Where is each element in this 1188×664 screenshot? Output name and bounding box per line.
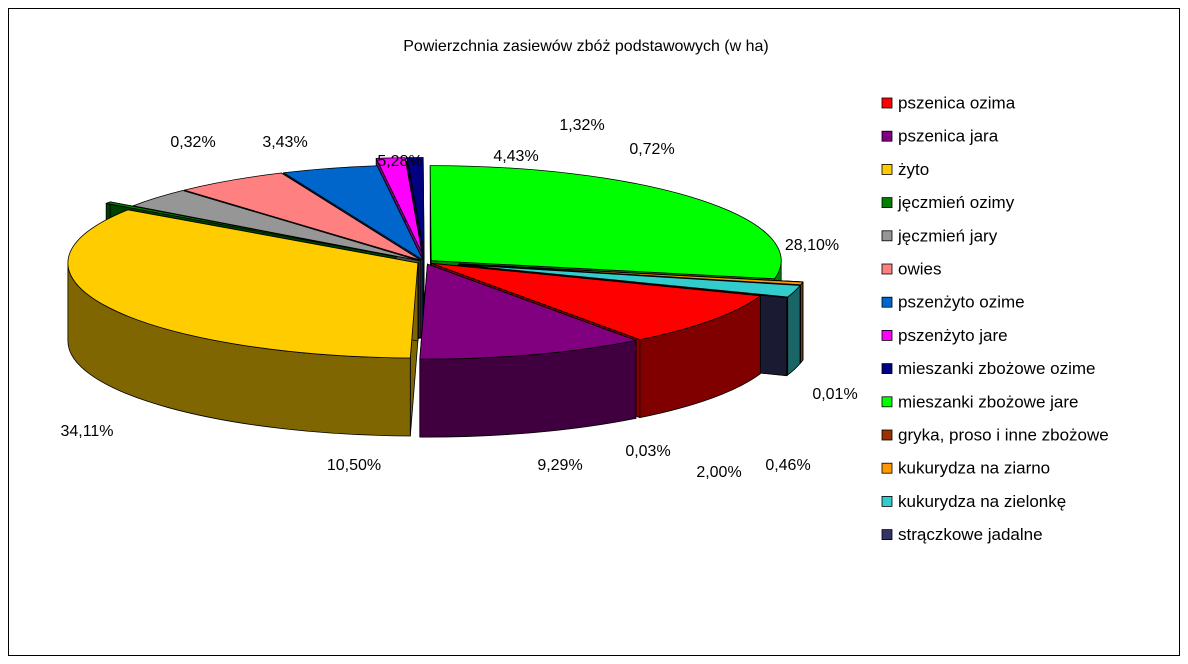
- slice: [429, 165, 782, 280]
- legend-label: kukurydza na ziarno: [898, 459, 1050, 478]
- slice: [458, 263, 804, 286]
- legend-label: strączkowe jadalne: [898, 525, 1043, 544]
- data-label: 0,46%: [765, 457, 810, 474]
- data-label: 0,01%: [812, 386, 857, 403]
- legend-swatch: [881, 529, 893, 540]
- legend-swatch: [881, 495, 893, 507]
- slice-side: [787, 285, 801, 376]
- slice: [458, 264, 801, 298]
- legend-label: żyto: [898, 160, 929, 179]
- legend: pszenica ozima pszenica jara żyto jęczmień …: [881, 93, 1109, 544]
- legend-label: kukurydza na zielonkę: [898, 492, 1066, 511]
- legend-label: mieszanki zbożowe jare: [898, 392, 1078, 411]
- slice: [419, 263, 637, 360]
- data-label: 0,03%: [625, 443, 670, 460]
- data-label: 0,72%: [629, 141, 674, 158]
- legend-swatch: [881, 363, 893, 375]
- slice: [431, 262, 761, 341]
- legend-swatch: [881, 263, 893, 275]
- data-label: 2,00%: [696, 464, 741, 481]
- slice: [457, 264, 788, 299]
- legend-swatch: [881, 396, 893, 408]
- slice: [105, 201, 397, 258]
- legend-swatch: [881, 197, 893, 209]
- legend-swatch: [881, 329, 893, 341]
- legend-swatch: [881, 230, 893, 242]
- slice: [183, 172, 422, 261]
- data-label: 28,10%: [785, 237, 839, 254]
- slice: [283, 165, 424, 261]
- data-label: 10,50%: [327, 457, 381, 474]
- slice: [406, 157, 425, 253]
- legend-label: pszenżyto ozime: [898, 293, 1025, 312]
- data-label: 1,32%: [559, 117, 604, 134]
- pie: [67, 157, 804, 438]
- legend-label: pszenica ozima: [898, 93, 1016, 112]
- legend-swatch: [881, 163, 893, 175]
- legend-label: jęczmień ozimy: [897, 193, 1015, 212]
- legend-swatch: [881, 130, 893, 142]
- slice: [132, 190, 420, 261]
- legend-label: pszenica jara: [898, 127, 999, 146]
- legend-label: jęczmień jary: [897, 226, 998, 245]
- chart-title: Powierzchnia zasiewów zbóż podstawowych …: [403, 38, 769, 55]
- data-label: 5,28%: [377, 153, 422, 170]
- legend-label: mieszanki zbożowe ozime: [898, 359, 1095, 378]
- slice: [67, 209, 419, 359]
- data-label: 4,43%: [493, 148, 538, 165]
- data-label: 3,43%: [262, 134, 307, 151]
- data-label: 0,32%: [170, 134, 215, 151]
- legend-swatch: [881, 429, 893, 441]
- data-label: 34,11%: [60, 423, 113, 440]
- legend-label: gryka, proso i inne zbożowe: [898, 425, 1109, 444]
- legend-swatch: [881, 296, 893, 308]
- slice: [375, 157, 423, 253]
- legend-swatch: [881, 462, 893, 474]
- slice-side: [800, 281, 804, 364]
- legend-label: owies: [898, 259, 941, 278]
- legend-swatch: [881, 97, 893, 109]
- legend-label: pszenżyto jare: [898, 326, 1008, 345]
- data-labels: 9,29% 10,50% 34,11% 0,32% 3,43% 5,28% 4,43% 1,3…: [60, 117, 857, 481]
- data-label: 9,29%: [537, 457, 582, 474]
